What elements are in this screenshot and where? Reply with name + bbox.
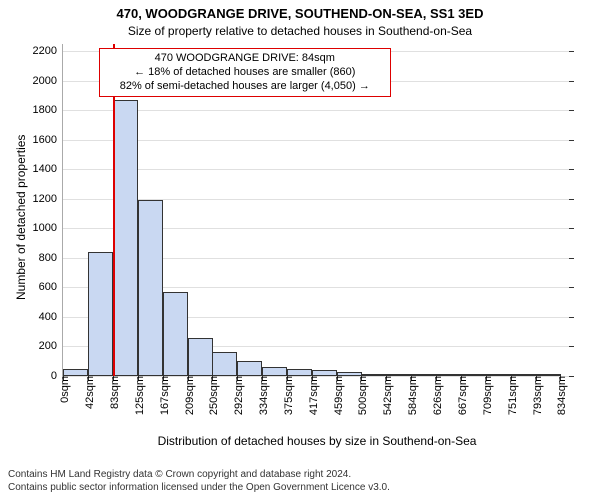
annotation-line: ← 18% of detached houses are smaller (86… (106, 66, 384, 80)
x-tick-label: 292sqm (229, 376, 245, 415)
x-tick-label: 793sqm (528, 376, 544, 415)
x-tick-label: 459sqm (329, 376, 345, 415)
y-tick-label: 600 (39, 281, 63, 293)
y-tick (569, 258, 574, 259)
attribution-footer: Contains HM Land Registry data © Crown c… (8, 469, 390, 494)
x-tick-label: 834sqm (552, 376, 568, 415)
y-tick-label: 1800 (33, 104, 63, 116)
x-tick-label: 0sqm (55, 376, 71, 403)
y-tick (569, 51, 574, 52)
y-tick-label: 1000 (33, 222, 63, 234)
y-tick-label: 2200 (33, 45, 63, 57)
annotation-box: 470 WOODGRANGE DRIVE: 84sqm← 18% of deta… (99, 48, 391, 97)
x-tick-label: 500sqm (353, 376, 369, 415)
histogram-bar (287, 369, 312, 376)
histogram-bar (188, 338, 213, 376)
histogram-plot: 0200400600800100012001400160018002000220… (62, 44, 573, 377)
y-tick (569, 376, 574, 377)
x-tick-label: 626sqm (428, 376, 444, 415)
gridline (63, 140, 573, 141)
y-tick-label: 400 (39, 311, 63, 323)
y-tick (569, 169, 574, 170)
x-tick-label: 83sqm (105, 376, 121, 409)
y-tick (569, 199, 574, 200)
histogram-bar (88, 252, 113, 376)
x-tick-label: 584sqm (403, 376, 419, 415)
x-tick-label: 125sqm (130, 376, 146, 415)
y-tick (569, 81, 574, 82)
annotation-line: 470 WOODGRANGE DRIVE: 84sqm (106, 52, 384, 66)
y-tick-label: 2000 (33, 75, 63, 87)
y-tick (569, 346, 574, 347)
histogram-bar (212, 352, 237, 376)
chart-subtitle: Size of property relative to detached ho… (0, 24, 600, 38)
y-axis-label: Number of detached properties (14, 135, 28, 300)
y-tick (569, 140, 574, 141)
y-tick-label: 200 (39, 340, 63, 352)
histogram-bar (262, 367, 287, 376)
y-tick-label: 1400 (33, 163, 63, 175)
x-tick-label: 42sqm (80, 376, 96, 409)
x-tick-label: 250sqm (204, 376, 220, 415)
y-tick-label: 1600 (33, 134, 63, 146)
x-axis-label: Distribution of detached houses by size … (62, 434, 572, 448)
y-tick-label: 800 (39, 252, 63, 264)
histogram-bar (163, 292, 188, 376)
footer-line-2: Contains public sector information licen… (8, 482, 390, 495)
gridline (63, 169, 573, 170)
y-tick (569, 110, 574, 111)
chart-title: 470, WOODGRANGE DRIVE, SOUTHEND-ON-SEA, … (0, 6, 600, 21)
x-tick-label: 667sqm (453, 376, 469, 415)
y-tick (569, 287, 574, 288)
x-tick-label: 751sqm (503, 376, 519, 415)
footer-line-1: Contains HM Land Registry data © Crown c… (8, 469, 390, 482)
x-tick-label: 209sqm (180, 376, 196, 415)
x-tick-label: 334sqm (254, 376, 270, 415)
histogram-bar (63, 369, 88, 376)
x-tick-label: 167sqm (155, 376, 171, 415)
histogram-bar (138, 200, 163, 376)
gridline (63, 110, 573, 111)
y-tick (569, 228, 574, 229)
y-tick-label: 1200 (33, 193, 63, 205)
y-tick (569, 317, 574, 318)
x-tick-label: 542sqm (378, 376, 394, 415)
x-tick-label: 375sqm (279, 376, 295, 415)
histogram-bar (237, 361, 262, 376)
x-tick-label: 417sqm (304, 376, 320, 415)
x-tick-label: 709sqm (478, 376, 494, 415)
annotation-line: 82% of semi-detached houses are larger (… (106, 80, 384, 94)
histogram-bar (113, 100, 138, 376)
